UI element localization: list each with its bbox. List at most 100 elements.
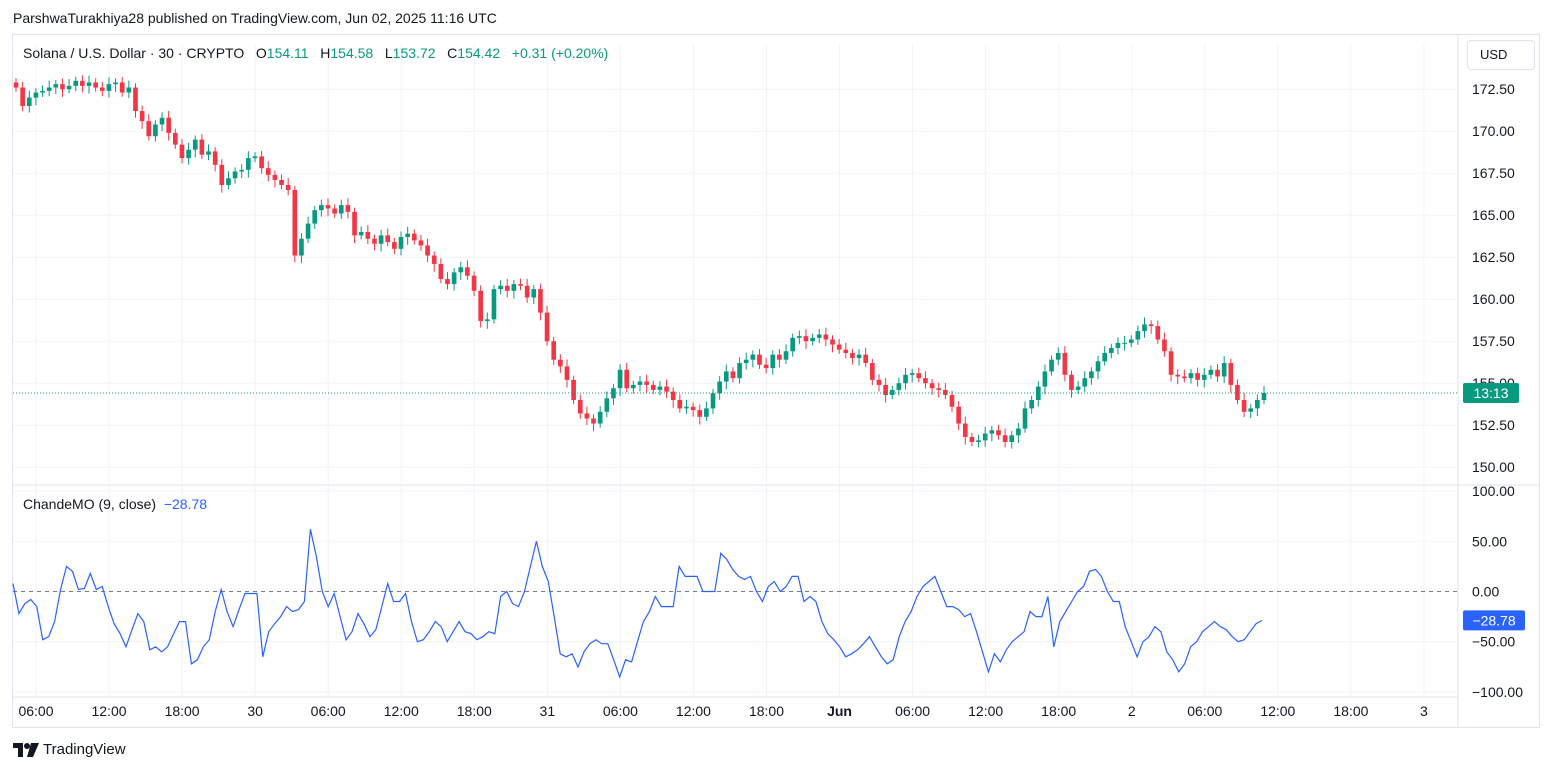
candle-body [1055, 352, 1061, 360]
candle-body [192, 139, 198, 150]
candle-body [816, 334, 822, 338]
candle-body [232, 171, 238, 179]
candle-body [571, 379, 576, 400]
candle-body [909, 373, 915, 375]
candle-body [1142, 324, 1147, 332]
candle-body [704, 408, 709, 417]
time-tick-label: 18:00 [457, 703, 492, 719]
candle-body [1235, 384, 1240, 400]
price-tick-label: 172.50 [1472, 81, 1515, 97]
price-tick-label: 150.00 [1472, 459, 1515, 475]
candle-body [126, 87, 132, 93]
candle-body [889, 389, 895, 395]
candle-body [863, 354, 869, 364]
published-line: ParshwaTurakhiya28 published on TradingV… [13, 10, 497, 26]
candle-body [504, 285, 510, 291]
candle-body [1108, 347, 1114, 353]
candle-body [903, 374, 908, 384]
candle-body [305, 223, 311, 239]
candle-body [1002, 435, 1008, 442]
candle-body [850, 352, 855, 358]
candle-body [976, 440, 981, 442]
candle-body [923, 378, 928, 384]
candle-body [717, 381, 722, 394]
candle-body [564, 366, 570, 380]
candle-body [179, 144, 185, 159]
candle-body [345, 205, 351, 212]
candle-body [166, 117, 172, 133]
candle-body [80, 80, 85, 86]
last-price-badge [1463, 382, 1519, 403]
candle-body [172, 132, 178, 145]
candle-body [465, 267, 470, 276]
candle-body [969, 436, 975, 442]
candle-body [146, 121, 152, 137]
low-value: 153.72 [392, 45, 436, 61]
candle-body [876, 379, 882, 385]
candle-body [458, 267, 464, 273]
time-tick-label: 12:00 [92, 703, 127, 719]
candle-body [690, 406, 696, 411]
candle-body [498, 285, 503, 290]
brand-name: TradingView [43, 741, 126, 758]
tradingview-brand[interactable]: TradingView [13, 741, 126, 758]
candle-body [186, 149, 191, 159]
symbol-label[interactable]: Solana / U.S. Dollar · 30 · CRYPTO [23, 45, 245, 61]
candle-body [936, 388, 942, 390]
candle-body [119, 82, 125, 93]
candle-body [299, 238, 304, 256]
candle-body [763, 364, 769, 369]
candle-body [697, 410, 703, 417]
candle-body [445, 279, 450, 285]
candle-body [1069, 374, 1074, 390]
currency-button[interactable]: USD [1467, 40, 1535, 70]
candle-body [1201, 374, 1207, 380]
indicator-tick-label: 50.00 [1472, 533, 1507, 549]
candle-body [106, 84, 112, 91]
time-tick-label: 12:00 [676, 703, 711, 719]
tradingview-logo-icon [13, 742, 39, 757]
time-tick-label: 06:00 [1187, 703, 1222, 719]
change-value: +0.31 (+0.20%) [511, 45, 609, 61]
candle-body [949, 394, 955, 407]
candle-body [319, 205, 324, 211]
indicator-value: −28.78 [163, 496, 208, 512]
candle-body [405, 233, 410, 238]
candle-body [1175, 374, 1181, 377]
indicator-legend: ChandeMO (9, close) −28.78 [23, 496, 207, 512]
time-tick-label: 12:00 [384, 703, 419, 719]
candle-body [418, 240, 424, 246]
candle-body [60, 84, 65, 90]
time-tick-label: 3 [1420, 703, 1428, 719]
candle-body [20, 87, 25, 106]
candle-body [670, 391, 676, 400]
time-tick-label: 2 [1128, 703, 1136, 719]
candle-body [325, 205, 331, 209]
indicator-pane [12, 529, 1458, 679]
candle-body [796, 336, 802, 338]
candle-body [219, 164, 225, 185]
candle-body [1182, 376, 1187, 379]
time-tick-label: Jun [827, 703, 852, 719]
candle-body [99, 87, 105, 91]
candle-body [1042, 371, 1048, 387]
candle-body [657, 386, 663, 390]
candle-body [777, 354, 782, 360]
candle-body [471, 275, 477, 291]
candle-body [252, 156, 258, 159]
candle-body [810, 337, 815, 342]
time-tick-label: 31 [540, 703, 556, 719]
candle-body [1241, 400, 1247, 412]
low-label: L [384, 45, 393, 61]
candle-body [538, 289, 543, 313]
time-tick-label: 30 [247, 703, 263, 719]
candle-body [53, 84, 59, 88]
candle-body [411, 233, 417, 241]
candle-body [896, 383, 902, 390]
indicator-last-value: −28.78 [1472, 612, 1515, 628]
indicator-name[interactable]: ChandeMO (9, close) [23, 496, 157, 512]
chart-frame [12, 34, 1540, 728]
candle-body [1089, 371, 1094, 379]
candle-body [40, 90, 45, 93]
